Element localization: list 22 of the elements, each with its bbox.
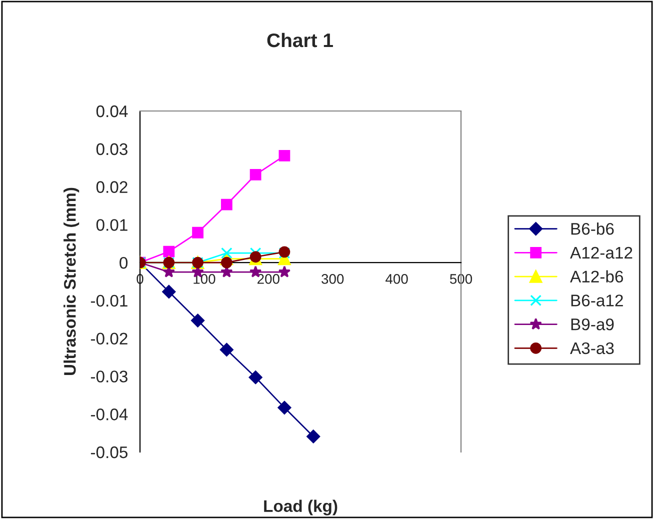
y-tick-label: -0.02 [90,332,128,345]
legend-label: B9-a9 [571,318,614,330]
legend-label: A12-a12 [570,246,632,259]
x-tick-label: 300 [322,274,344,284]
legend-label: A12-b6 [570,270,624,283]
x-axis-title: Load (kg) [264,500,338,516]
y-tick-label: -0.01 [90,294,128,307]
y-axis-title: Ultrasonic Stretch (mm) [64,188,80,375]
y-tick-label: -0.05 [90,446,128,458]
y-tick-label: -0.03 [90,370,128,382]
y-tick-label: 0.02 [96,181,128,193]
legend-label: B6-a12 [571,294,623,306]
x-tick-label: 200 [258,274,280,284]
y-tick-label: 0.04 [96,105,128,118]
y-tick-label: 0.01 [96,219,128,231]
y-tick-label: -0.04 [90,408,128,420]
y-tick-label: 0.03 [96,143,128,156]
legend-label: A3-a3 [570,342,614,354]
legend-label: B6-b6 [571,222,614,235]
y-tick-label: 0 [120,256,128,269]
chart-title: Chart 1 [267,32,333,48]
x-tick-label: 400 [386,274,408,284]
